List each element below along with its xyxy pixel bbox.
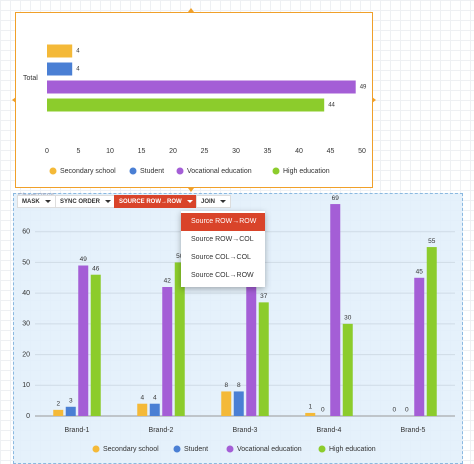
handle[interactable] — [188, 8, 194, 12]
x-tick-label: 40 — [295, 148, 303, 155]
value-label: 2 — [56, 401, 60, 408]
bar — [330, 204, 341, 416]
value-label: 0 — [392, 407, 396, 414]
value-label: 4 — [76, 49, 80, 55]
value-label: 0 — [321, 407, 325, 414]
dropdown-menu: Source ROW→ROW Source ROW→COL Source COL… — [181, 211, 265, 287]
bar — [258, 302, 269, 416]
value-label: 50 — [176, 253, 184, 260]
y-tick-label: 50 — [22, 259, 30, 266]
value-label: 55 — [428, 238, 436, 245]
legend-marker — [318, 445, 326, 453]
legend-marker — [272, 167, 280, 175]
handle[interactable] — [188, 188, 194, 192]
bar — [246, 277, 257, 416]
legend-label: Student — [184, 446, 208, 453]
bar — [78, 265, 89, 416]
legend-label: Vocational education — [237, 446, 302, 453]
x-tick-label: 45 — [327, 148, 335, 155]
value-label: 8 — [224, 382, 228, 389]
legend-label: High education — [283, 168, 330, 175]
x-tick-label: 10 — [106, 148, 114, 155]
value-label: 1 — [308, 404, 312, 411]
bar — [233, 391, 244, 416]
bar — [305, 412, 316, 416]
toolbar-button[interactable]: MASK — [17, 195, 56, 208]
y-tick-label: 10 — [22, 382, 30, 389]
bar — [65, 406, 76, 416]
y-tick-label: 40 — [22, 290, 30, 297]
x-tick-label: 30 — [232, 148, 240, 155]
x-tick-label: Brand-5 — [401, 427, 426, 434]
bar — [47, 44, 73, 58]
x-tick-label: Brand-3 — [233, 427, 258, 434]
x-tick-label: 35 — [264, 148, 272, 155]
bar — [90, 274, 101, 416]
handle[interactable] — [372, 97, 376, 103]
legend-label: Vocational education — [187, 168, 252, 175]
y-tick-label: Total — [23, 75, 38, 82]
legend-marker — [226, 445, 234, 453]
value-label: 4 — [76, 67, 80, 73]
legend-label: Secondary school — [103, 446, 159, 453]
value-label: 30 — [344, 315, 352, 322]
value-label: 0 — [405, 407, 409, 414]
value-label: 49 — [80, 256, 88, 263]
value-label: 4 — [140, 394, 144, 401]
x-tick-label: 0 — [45, 148, 49, 155]
legend-label: Secondary school — [60, 168, 116, 175]
value-label: 4 — [153, 394, 157, 401]
menu-item[interactable]: Source COL→COL — [191, 254, 251, 261]
x-tick-label: Brand-1 — [65, 427, 90, 434]
bar — [221, 391, 232, 416]
value-label: 42 — [164, 278, 172, 285]
legend-marker — [49, 167, 57, 175]
y-tick-label: 30 — [22, 321, 30, 328]
value-label: 46 — [92, 265, 100, 272]
bar — [414, 277, 425, 416]
y-tick-label: 20 — [22, 351, 30, 358]
handle[interactable] — [12, 97, 16, 103]
menu-item[interactable]: Source ROW→ROW — [181, 213, 265, 231]
bar — [149, 403, 160, 416]
bar — [174, 262, 185, 416]
x-tick-label: Brand-4 — [317, 427, 342, 434]
bar — [426, 247, 437, 416]
x-tick-label: 15 — [138, 148, 146, 155]
value-label: 49 — [360, 85, 367, 91]
y-tick-label: 0 — [26, 413, 30, 420]
toolbar-button[interactable]: JOIN — [196, 195, 232, 208]
value-label: 69 — [332, 195, 340, 202]
bar — [47, 98, 325, 112]
bar — [137, 403, 148, 416]
resize-handles — [12, 8, 376, 192]
bar — [53, 409, 64, 416]
x-tick-label: 20 — [169, 148, 177, 155]
value-label: 8 — [237, 382, 241, 389]
x-tick-label: 50 — [358, 148, 366, 155]
legend-marker — [129, 167, 137, 175]
bar — [47, 80, 356, 94]
menu-item[interactable]: Source COL→ROW — [191, 272, 254, 279]
menu-item[interactable]: Source ROW→COL — [191, 236, 254, 243]
y-tick-label: 60 — [22, 229, 30, 236]
toolbar-button[interactable]: SYNC ORDER — [55, 195, 117, 208]
legend-marker — [173, 445, 181, 453]
legend-marker — [176, 167, 184, 175]
toolbar-button[interactable]: SOURCE ROW→ROW — [114, 195, 198, 208]
value-label: 37 — [260, 293, 268, 300]
legend-marker — [92, 445, 100, 453]
value-label: 45 — [416, 269, 424, 276]
bar — [342, 323, 353, 416]
bar — [47, 62, 73, 76]
legend-label: High education — [329, 446, 376, 453]
x-tick-label: Brand-2 — [149, 427, 174, 434]
legend-label: Student — [140, 168, 164, 175]
value-label: 44 — [328, 103, 335, 109]
x-tick-label: 5 — [77, 148, 81, 155]
value-label: 3 — [69, 398, 73, 405]
bar — [162, 287, 173, 416]
x-tick-label: 25 — [201, 148, 209, 155]
